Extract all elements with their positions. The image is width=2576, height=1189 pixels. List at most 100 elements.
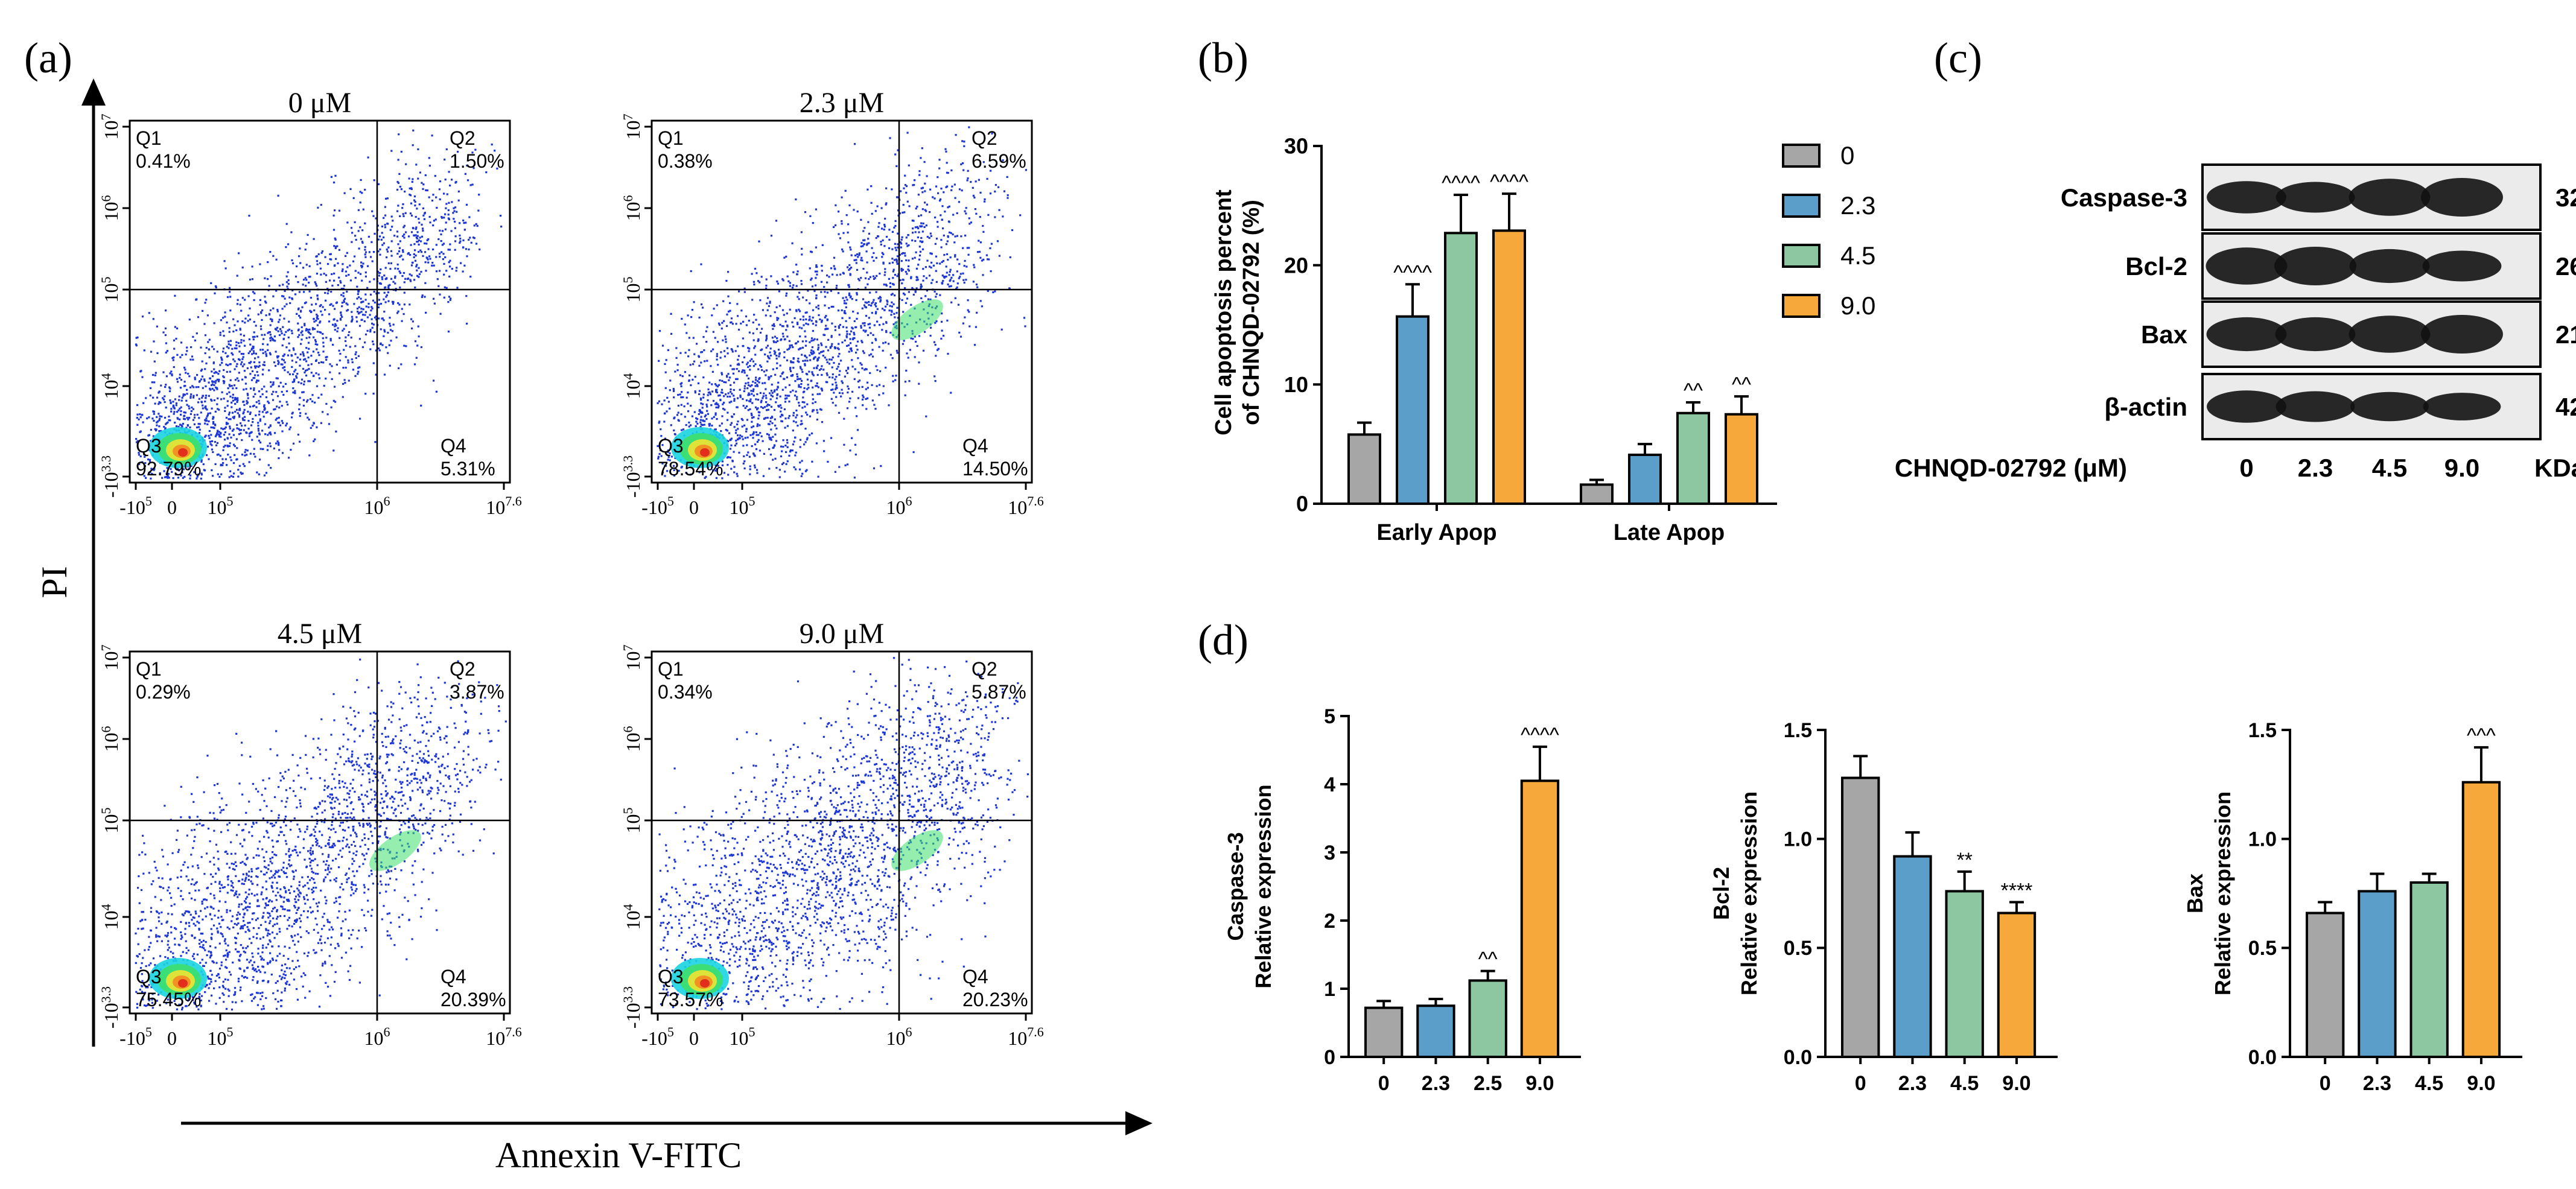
- flow-dot: [334, 174, 337, 177]
- flow-dot: [329, 338, 332, 340]
- flow-dot: [305, 360, 308, 363]
- flow-dot: [880, 243, 882, 246]
- flow-dot: [158, 430, 161, 433]
- flow-dot: [263, 408, 266, 411]
- flow-dot: [950, 189, 953, 191]
- flow-dot: [167, 472, 170, 475]
- flow-dot: [273, 937, 276, 939]
- flow-dot: [421, 294, 424, 297]
- flow-dot: [954, 255, 956, 258]
- flow-dot: [163, 426, 165, 428]
- flow-dot: [834, 326, 836, 328]
- flow-dot: [926, 290, 928, 292]
- flow-dot: [870, 201, 873, 204]
- flow-dot: [213, 987, 215, 989]
- flow-dot: [830, 398, 833, 400]
- flow-dot: [179, 373, 181, 376]
- flow-dot: [414, 200, 416, 203]
- flow-dot: [386, 756, 389, 758]
- flow-dot: [153, 381, 156, 384]
- flow-dot: [459, 238, 462, 240]
- flow-dot: [776, 362, 778, 364]
- flow-dot: [139, 413, 141, 416]
- flow-dot: [307, 357, 310, 359]
- flow-dot: [830, 358, 833, 361]
- flow-dot: [704, 477, 706, 479]
- flow-dot: [685, 472, 687, 474]
- flow-dot: [264, 902, 267, 905]
- flow-dot: [820, 291, 822, 293]
- flow-dot: [866, 244, 868, 246]
- flow-dot: [891, 230, 894, 233]
- flow-dot: [707, 394, 709, 396]
- flow-dot: [149, 395, 151, 397]
- flow-dot: [927, 298, 930, 300]
- flow-dot: [226, 393, 228, 395]
- flow-dot: [731, 323, 734, 325]
- flow-dot: [211, 448, 213, 451]
- flow-dot: [830, 305, 833, 308]
- flow-dot: [775, 306, 778, 308]
- flow-dot: [941, 320, 943, 323]
- flow-dot: [756, 384, 758, 386]
- flow-dot: [362, 810, 365, 813]
- flow-dot: [150, 440, 152, 442]
- flow-dot: [728, 432, 731, 434]
- flow-dot: [271, 876, 273, 878]
- flow-dot: [186, 424, 189, 427]
- flow-dot: [440, 239, 442, 243]
- flow-dot: [179, 423, 182, 426]
- flow-dot: [270, 385, 272, 388]
- flow-dot: [770, 390, 772, 392]
- flow-dot: [234, 410, 237, 413]
- flow-dot: [749, 465, 751, 468]
- flow-dot: [390, 240, 393, 243]
- flow-dot: [229, 425, 231, 428]
- flow-dot: [326, 263, 329, 265]
- flow-dot: [845, 214, 848, 217]
- flow-dot: [751, 393, 753, 395]
- flow-dot: [850, 254, 853, 256]
- flow-dot: [706, 326, 708, 328]
- flow-dot: [825, 372, 828, 375]
- flow-dot: [777, 386, 779, 388]
- flow-dot: [438, 252, 441, 255]
- flow-dot: [813, 357, 815, 359]
- flow-dot: [862, 394, 864, 397]
- flow-dot: [960, 163, 962, 165]
- flow-dot: [425, 243, 428, 245]
- flow-dot: [776, 317, 778, 319]
- flow-dot: [746, 375, 748, 377]
- flow-dot: [726, 347, 729, 349]
- flow-dot: [164, 476, 167, 478]
- flow-dot: [735, 323, 737, 325]
- flow-dot: [793, 466, 795, 469]
- flow-dot: [833, 265, 835, 267]
- flow-dot: [866, 243, 868, 245]
- flow-dot: [812, 330, 814, 332]
- flow-dot: [323, 878, 325, 881]
- flow-dot: [800, 231, 803, 233]
- flow-dot: [690, 384, 692, 387]
- flow-dot: [684, 416, 686, 418]
- flow-dot: [799, 366, 802, 368]
- flow-dot: [975, 212, 978, 215]
- flow-dot: [869, 276, 871, 278]
- flow-dot: [283, 834, 285, 836]
- flow-dot: [360, 784, 363, 787]
- flow-dot: [302, 399, 305, 401]
- flow-dot: [949, 271, 951, 273]
- flow-dot: [227, 413, 230, 416]
- flow-dot: [742, 369, 744, 372]
- flow-dot: [978, 239, 980, 242]
- flow-dot: [308, 290, 311, 293]
- flow-dot: [456, 773, 459, 775]
- flow-dot: [227, 343, 230, 346]
- flow-dot: [664, 412, 666, 415]
- flow-dot: [278, 407, 281, 409]
- flow-dot: [256, 436, 258, 438]
- flow-dot: [661, 344, 664, 347]
- flow-dot: [836, 387, 838, 389]
- flow-dot: [277, 363, 279, 366]
- flow-dot: [443, 217, 445, 219]
